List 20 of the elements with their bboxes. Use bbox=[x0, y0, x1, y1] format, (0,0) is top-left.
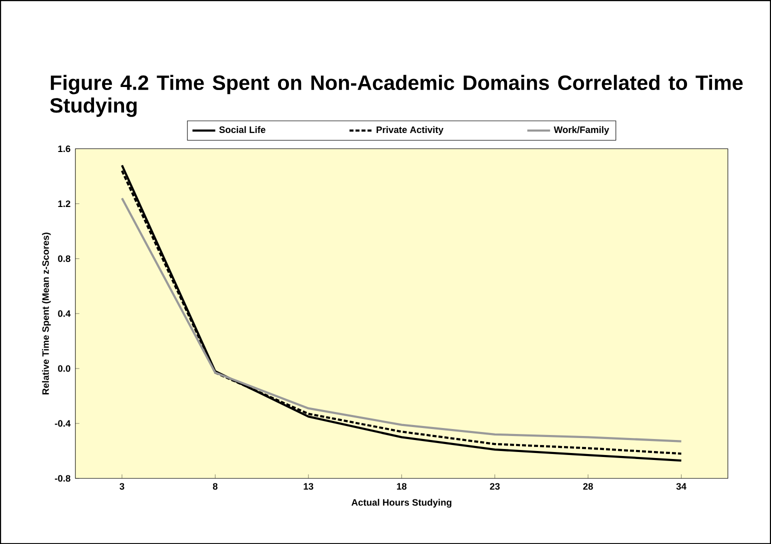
legend-label: Private Activity bbox=[376, 126, 444, 135]
y-tick-label: 1.2 bbox=[58, 200, 70, 207]
y-tick-label: 0.8 bbox=[58, 255, 70, 262]
x-tick-label: 3 bbox=[120, 483, 124, 490]
y-tick-label: -0.8 bbox=[54, 475, 70, 482]
y-tick-label: -0.4 bbox=[54, 420, 71, 427]
x-tick-label: 23 bbox=[490, 483, 500, 490]
chart-title: Figure 4.2 Time Spent on Non-Academic Domains Correlated to Time Studying bbox=[50, 74, 743, 117]
y-tick-label: 0.0 bbox=[58, 365, 70, 372]
x-tick-label: 34 bbox=[676, 483, 686, 490]
x-tick-label: 28 bbox=[583, 483, 593, 490]
y-tick-label: 1.6 bbox=[58, 145, 70, 152]
y-tick-label: 0.4 bbox=[58, 310, 71, 317]
legend-label: Social Life bbox=[219, 126, 266, 133]
x-tick-label: 18 bbox=[397, 483, 407, 490]
y-axis-title: Relative Time Spent (Mean z-Scores) bbox=[42, 232, 51, 394]
x-tick-label: 8 bbox=[212, 483, 218, 490]
x-axis-title: Actual Hours Studying bbox=[352, 498, 452, 508]
legend-label: Work/Family bbox=[554, 126, 610, 135]
x-tick-label: 13 bbox=[304, 483, 314, 490]
